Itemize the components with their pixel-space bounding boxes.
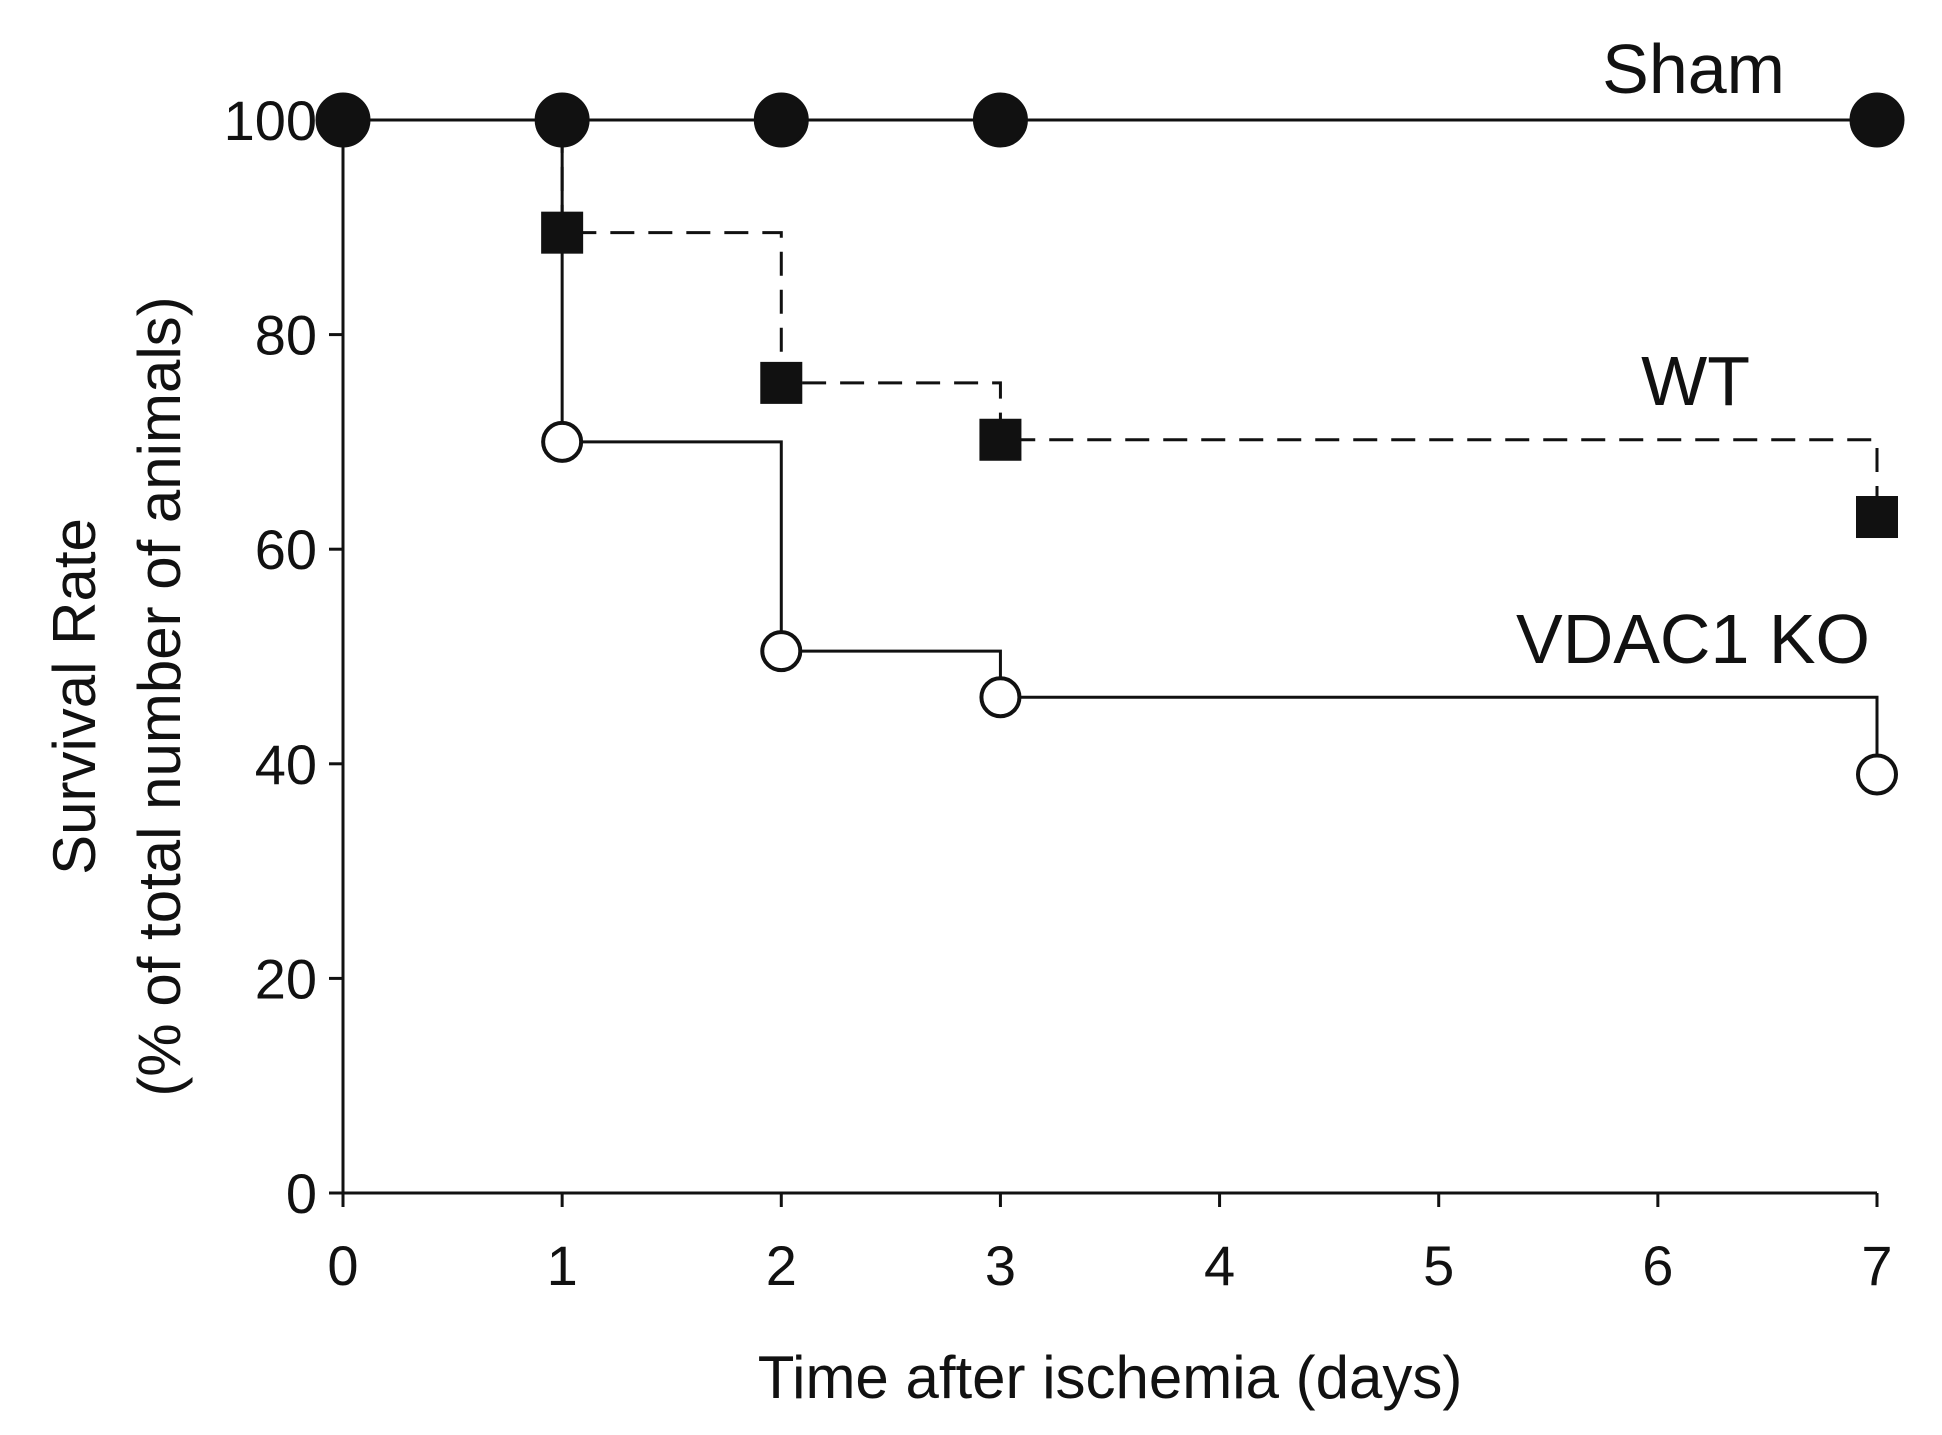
y-axis-title: Survival Rate [41,518,108,875]
x-tick-label: 1 [547,1234,578,1297]
x-tick-label: 7 [1861,1234,1892,1297]
point-vdac1-ko [1856,753,1898,796]
y-tick-label: 100 [224,89,317,152]
x-ticks: 0 1 2 3 4 5 6 7 [327,1193,1893,1297]
point-sham [315,92,371,148]
y-tick-label: 0 [286,1162,317,1225]
y-tick-label: 40 [255,733,317,796]
point-sham [972,92,1028,148]
series-labels: Sham WT VDAC1 KO [1516,30,1870,678]
x-tick-label: 6 [1642,1234,1673,1297]
y-ticks: 0 20 40 60 80 100 [224,89,343,1225]
point-wt [541,211,584,254]
series-label-sham: Sham [1602,30,1785,108]
axes [341,120,1877,1195]
x-tick-label: 5 [1423,1234,1454,1297]
series-label-wt: WT [1641,342,1750,420]
x-tick-label: 2 [766,1234,797,1297]
point-sham [534,92,590,148]
point-wt [1856,496,1898,539]
point-wt [760,361,803,404]
point-wt [979,418,1022,461]
series-markers [315,92,1905,796]
y-axis-subtitle: (% of total number of animals) [126,296,193,1096]
y-tick-label: 20 [255,947,317,1010]
y-axis-title-group: Survival Rate (% of total number of anim… [41,296,193,1096]
y-tick-label: 80 [255,304,317,367]
x-tick-label: 3 [985,1234,1016,1297]
x-axis-title: Time after ischemia (days) [758,1344,1463,1411]
y-tick-label: 60 [255,518,317,581]
point-vdac1-ko [760,630,803,673]
x-tick-label: 0 [327,1234,358,1297]
point-sham [1849,92,1905,148]
x-tick-label: 4 [1204,1234,1235,1297]
point-sham [753,92,809,148]
point-vdac1-ko [541,420,584,463]
series-label-vdac1-ko: VDAC1 KO [1516,600,1870,678]
point-vdac1-ko [979,676,1022,719]
